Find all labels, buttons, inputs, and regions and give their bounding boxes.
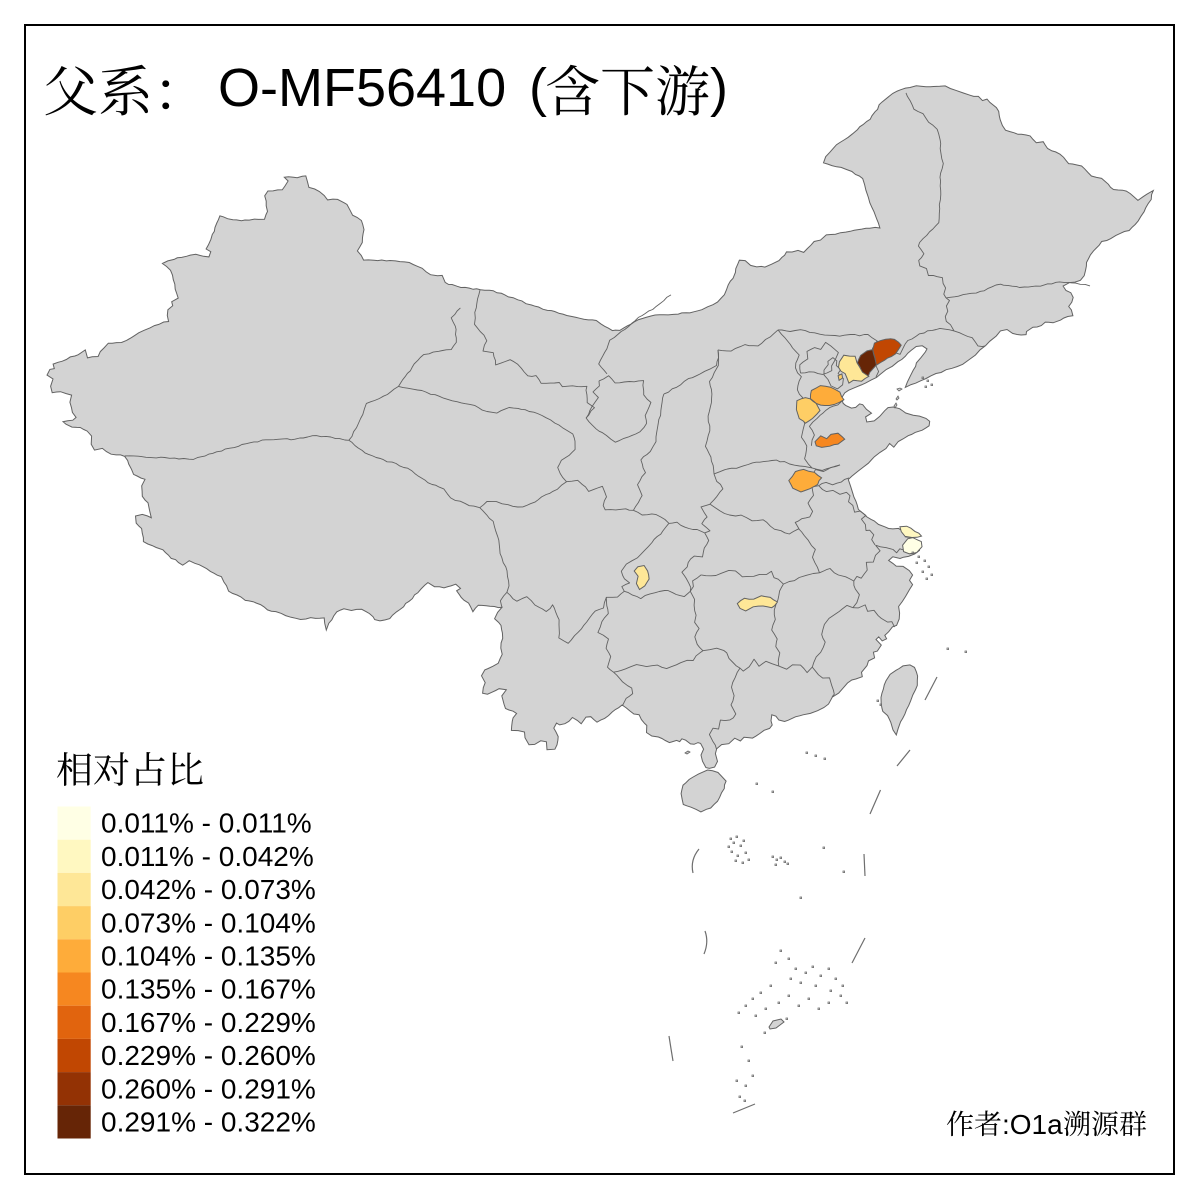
svg-text::O1a: :O1a xyxy=(1002,1109,1063,1140)
svg-text:0.073% - 0.104%: 0.073% - 0.104% xyxy=(101,907,316,938)
svg-text:O-MF56410: O-MF56410 xyxy=(218,58,506,118)
svg-text:0.167% - 0.229%: 0.167% - 0.229% xyxy=(101,1007,316,1038)
svg-text:0.104% - 0.135%: 0.104% - 0.135% xyxy=(101,941,316,972)
svg-text:0.135% - 0.167%: 0.135% - 0.167% xyxy=(101,974,316,1005)
svg-text:0.229% - 0.260%: 0.229% - 0.260% xyxy=(101,1040,316,1071)
svg-text:(: ( xyxy=(529,58,547,118)
svg-text:): ) xyxy=(710,58,728,118)
svg-text:0.042% - 0.073%: 0.042% - 0.073% xyxy=(101,874,316,905)
svg-text:0.291% - 0.322%: 0.291% - 0.322% xyxy=(101,1107,316,1138)
svg-text:0.011% - 0.011%: 0.011% - 0.011% xyxy=(101,808,312,839)
svg-text:0.011% - 0.042%: 0.011% - 0.042% xyxy=(101,841,314,872)
svg-text:0.260% - 0.291%: 0.260% - 0.291% xyxy=(101,1073,316,1104)
